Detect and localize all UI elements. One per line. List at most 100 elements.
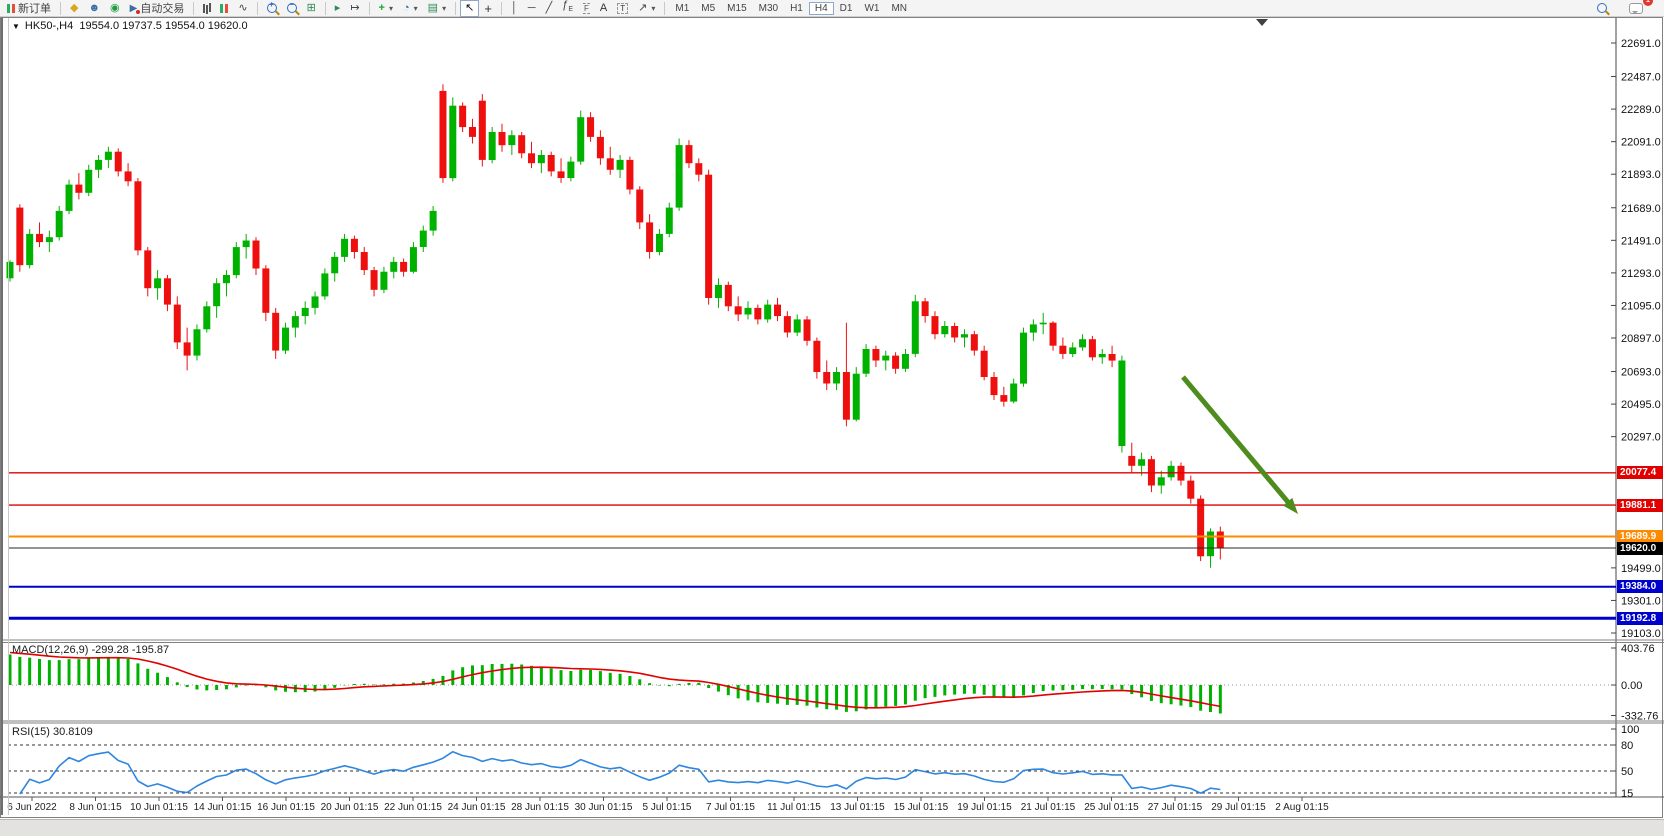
time-axis[interactable] [0, 797, 1616, 815]
svg-text:22691.0: 22691.0 [1621, 38, 1661, 50]
periods-button[interactable]: ◔ ▾ [398, 0, 423, 17]
cursor-button[interactable]: ↖ [460, 0, 480, 17]
price-badge-19192.8: 19192.8 [1617, 611, 1663, 625]
tile-windows-button[interactable]: ⊞ [302, 0, 321, 17]
trendline-icon: ╱ [545, 1, 553, 14]
ohlc-values: 19554.0 19737.5 19554.0 19620.0 [79, 20, 248, 32]
bottom-scrollbar[interactable] [0, 819, 1664, 836]
text-icon: A [599, 1, 608, 14]
chart-shift-button[interactable]: ↦ [345, 0, 364, 17]
svg-text:20897.0: 20897.0 [1621, 333, 1661, 345]
fibo-channel-icon: F [583, 2, 590, 14]
svg-text:100: 100 [1621, 724, 1639, 736]
autotrading-icon: ▶ [129, 2, 140, 14]
clock-icon: ◔ [403, 1, 410, 14]
text-label-icon: T [617, 2, 629, 14]
timeframe-h1[interactable]: H1 [790, 2, 803, 14]
chevron-down-icon: ▾ [413, 3, 418, 13]
toolbar-separator [60, 1, 61, 15]
macd-signal-value: -195.87 [131, 644, 170, 656]
line-chart-button[interactable]: ∿ [233, 0, 252, 17]
new-order-button[interactable]: 新订单 [2, 0, 56, 17]
svg-text:5 Jul 01:15: 5 Jul 01:15 [643, 802, 692, 813]
svg-text:11 Jul 01:15: 11 Jul 01:15 [767, 802, 821, 813]
market-button[interactable]: ◆ [65, 0, 83, 17]
timeframe-m15[interactable]: M15 [727, 2, 747, 14]
new-order-label: 新订单 [18, 3, 51, 15]
search-button[interactable] [1592, 0, 1612, 17]
svg-text:19301.0: 19301.0 [1621, 595, 1661, 607]
svg-text:14 Jun 01:15: 14 Jun 01:15 [194, 802, 252, 813]
svg-text:21095.0: 21095.0 [1621, 300, 1661, 312]
macd-main-value: -299.28 [91, 644, 129, 656]
timeframe-m1[interactable]: M1 [675, 2, 690, 14]
svg-text:22091.0: 22091.0 [1621, 137, 1661, 149]
toolbar-separator [455, 1, 457, 15]
svg-text:22 Jun 01:15: 22 Jun 01:15 [384, 802, 442, 813]
toolbar: 新订单 ◆ ☻ ◉ ▶ 自动交易 ∿ + − ⊞ ▸ ↦ + ▾ ◔ ▾ ▤ ▾ ↖ … [0, 0, 1664, 17]
toolbar-separator [368, 1, 370, 15]
crosshair-button[interactable]: + [479, 0, 497, 17]
window-left-edge [1, 18, 9, 815]
auto-scroll-button[interactable]: ▸ [330, 0, 346, 17]
indicators-button[interactable]: + ▾ [374, 0, 398, 17]
svg-text:21293.0: 21293.0 [1621, 268, 1661, 280]
timeframe-group: M1 M5 M15 M30 H1 H4 D1 W1 MN [669, 1, 913, 16]
svg-text:16 Jun 01:15: 16 Jun 01:15 [257, 802, 315, 813]
timeframe-mn[interactable]: MN [891, 2, 908, 14]
trendline-button[interactable]: ╱ [541, 0, 558, 17]
chart-window [0, 17, 1663, 818]
fibonacci-button[interactable]: ƒE [557, 0, 578, 17]
notification-badge: 1 [1643, 0, 1653, 6]
tile-windows-icon: ⊞ [306, 1, 316, 14]
price-badge-19689.9: 19689.9 [1617, 530, 1663, 543]
svg-text:8 Jun 01:15: 8 Jun 01:15 [69, 802, 122, 813]
svg-text:7 Jul 01:15: 7 Jul 01:15 [706, 802, 755, 813]
toolbar-separator [193, 1, 195, 15]
svg-text:2 Aug 01:15: 2 Aug 01:15 [1275, 802, 1329, 813]
svg-text:28 Jun 01:15: 28 Jun 01:15 [511, 802, 569, 813]
svg-text:27 Jul 01:15: 27 Jul 01:15 [1148, 802, 1203, 813]
svg-text:15: 15 [1621, 788, 1633, 800]
bar-chart-button[interactable] [198, 0, 215, 17]
vertical-line-icon: │ [510, 1, 518, 14]
zoom-in-button[interactable]: + [262, 0, 282, 17]
arrows-icon: ↗ [638, 1, 648, 14]
new-order-icon [7, 3, 10, 13]
timeframe-m5[interactable]: M5 [701, 2, 716, 14]
autotrading-button[interactable]: ▶ 自动交易 [125, 0, 190, 17]
text-button[interactable]: A [595, 0, 612, 17]
zoom-out-icon: − [286, 0, 297, 13]
svg-text:20693.0: 20693.0 [1621, 367, 1661, 379]
candlestick-button[interactable] [215, 0, 233, 17]
timeframe-m30[interactable]: M30 [758, 2, 779, 14]
fibo-channel-button[interactable]: F [578, 0, 595, 17]
rsi-name: RSI(15) [12, 726, 50, 738]
timeframe-w1[interactable]: W1 [864, 2, 880, 14]
price-badge-19620.0: 19620.0 [1617, 541, 1663, 555]
svg-text:20 Jun 01:15: 20 Jun 01:15 [321, 802, 379, 813]
macd-name: MACD(12,26,9) [12, 644, 89, 656]
price-badge-19881.1: 19881.1 [1617, 498, 1663, 512]
timeframe-d1[interactable]: D1 [839, 2, 853, 14]
zoom-out-button[interactable]: − [282, 0, 302, 17]
text-label-button[interactable]: T [612, 0, 633, 17]
horizontal-line-button[interactable]: ─ [523, 0, 541, 17]
notifications-button[interactable]: 1 [1624, 0, 1653, 17]
shapes-button[interactable]: ↗ ▾ [633, 0, 660, 17]
templates-button[interactable]: ▤ ▾ [423, 0, 451, 17]
rsi-value: 30.8109 [52, 726, 93, 738]
timeframe-h4[interactable]: H4 [808, 1, 834, 15]
chart-shift-icon: ↦ [350, 1, 360, 14]
community-button[interactable]: ☻ [83, 0, 105, 17]
chevron-down-icon: ▾ [442, 3, 447, 13]
toolbar-separator [664, 1, 666, 15]
chart-title: ▼ HK50-,H4 19554.0 19737.5 19554.0 19620.… [12, 20, 248, 32]
signals-button[interactable]: ◉ [105, 0, 125, 17]
price-axis[interactable] [1616, 18, 1664, 797]
svg-text:6 Jun 2022: 6 Jun 2022 [7, 802, 57, 813]
chart-menu-triangle-icon[interactable]: ▼ [12, 22, 20, 31]
vertical-line-button[interactable]: │ [506, 0, 523, 17]
